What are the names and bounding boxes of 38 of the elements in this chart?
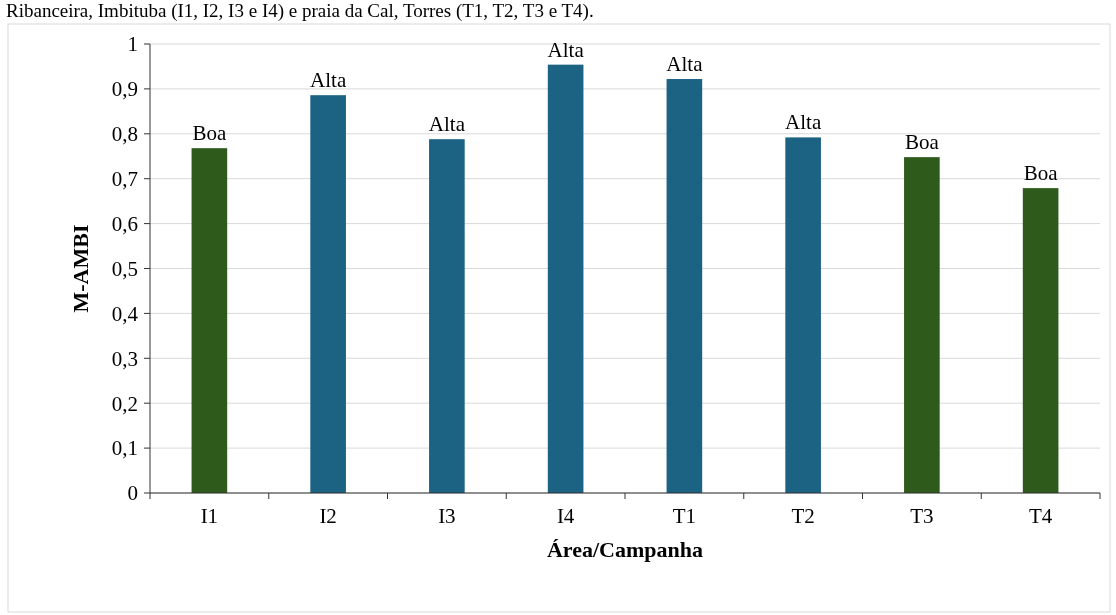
y-tick-label: 0,5 [111, 256, 138, 281]
data-label: Alta [666, 52, 704, 77]
data-label: Alta [428, 112, 466, 137]
y-tick-label: 0,2 [111, 391, 138, 416]
bar [429, 139, 465, 493]
bar [547, 64, 584, 493]
x-tick-label: I1 [200, 504, 219, 528]
y-tick-label: 0,8 [111, 122, 138, 147]
y-tick-label: 0,6 [111, 211, 138, 236]
x-tick-label: T4 [1028, 504, 1053, 528]
bar [310, 95, 346, 493]
data-label: Alta [547, 37, 585, 62]
data-label: Boa [192, 121, 227, 146]
x-tick-label: I3 [438, 504, 456, 528]
y-tick-label: 0,7 [111, 167, 138, 192]
data-label: Boa [904, 130, 940, 155]
y-axis-title: M-AMBI [68, 224, 93, 313]
y-tick-label: 0,9 [111, 77, 138, 102]
bar [191, 148, 228, 493]
y-tick-label: 0,4 [111, 301, 139, 326]
text: Ribanceira, Imbituba (I1, I2, I3 e I4) e praia da Cal, Torres (T1, T2, T3 e T4). [6, 0, 594, 22]
y-tick-label: 0 [127, 481, 138, 506]
x-tick-label: T1 [672, 504, 697, 528]
x-tick-label: T3 [910, 504, 934, 528]
y-tick-label: 0,1 [111, 436, 138, 461]
x-tick-label: I2 [319, 504, 337, 528]
bar [785, 137, 821, 493]
y-tick-label: 0,3 [111, 346, 138, 371]
x-axis-title: Área/Campanha [546, 537, 704, 562]
data-label: Alta [785, 110, 822, 135]
data-label: Boa [1023, 161, 1059, 186]
bar [904, 157, 940, 493]
bar [1022, 188, 1059, 493]
bar [666, 79, 703, 493]
x-tick-label: I4 [556, 504, 575, 528]
x-tick-label: T2 [791, 504, 815, 528]
data-label: Alta [310, 68, 347, 93]
y-tick-label: 1 [127, 32, 138, 57]
